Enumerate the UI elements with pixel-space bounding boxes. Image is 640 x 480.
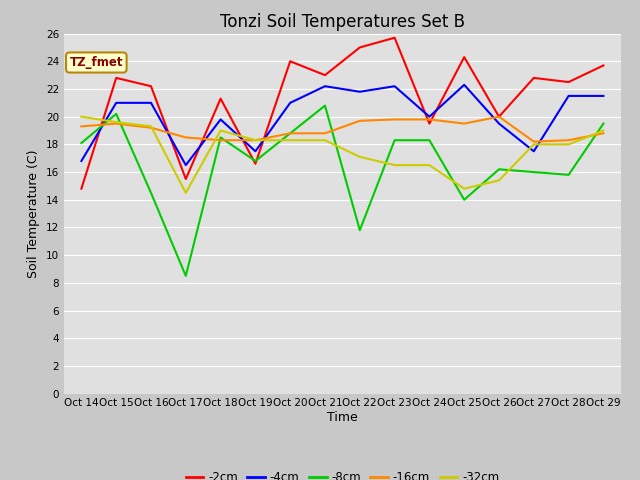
-16cm <box>391 117 399 122</box>
-2cm <box>113 75 120 81</box>
-2cm <box>564 79 572 85</box>
-2cm <box>356 45 364 50</box>
-32cm <box>113 120 120 125</box>
-4cm <box>460 82 468 88</box>
-2cm <box>217 96 225 102</box>
-16cm <box>356 118 364 124</box>
-4cm <box>147 100 155 106</box>
-4cm <box>495 120 503 126</box>
-16cm <box>495 114 503 120</box>
-16cm <box>321 131 329 136</box>
-32cm <box>495 178 503 183</box>
-4cm <box>286 100 294 106</box>
-2cm <box>600 62 607 68</box>
-16cm <box>530 139 538 144</box>
-8cm <box>564 172 572 178</box>
-2cm <box>530 75 538 81</box>
-2cm <box>252 161 259 167</box>
-8cm <box>495 167 503 172</box>
-8cm <box>600 120 607 126</box>
-8cm <box>460 197 468 203</box>
-2cm <box>495 114 503 120</box>
-8cm <box>321 103 329 108</box>
-4cm <box>391 84 399 89</box>
-8cm <box>113 111 120 117</box>
-32cm <box>600 128 607 133</box>
-8cm <box>217 134 225 140</box>
-32cm <box>391 162 399 168</box>
-4cm <box>356 89 364 95</box>
-2cm <box>391 35 399 41</box>
-32cm <box>77 114 85 120</box>
-4cm <box>600 93 607 99</box>
-16cm <box>77 123 85 129</box>
-4cm <box>217 117 225 122</box>
-16cm <box>217 137 225 143</box>
-16cm <box>252 137 259 143</box>
-32cm <box>356 154 364 160</box>
-32cm <box>182 190 189 196</box>
X-axis label: Time: Time <box>327 411 358 424</box>
-8cm <box>391 137 399 143</box>
-8cm <box>182 273 189 279</box>
-4cm <box>426 114 433 120</box>
-16cm <box>426 117 433 122</box>
-8cm <box>77 140 85 146</box>
Text: TZ_fmet: TZ_fmet <box>70 56 123 69</box>
-32cm <box>426 162 433 168</box>
-8cm <box>426 137 433 143</box>
-8cm <box>147 190 155 196</box>
-8cm <box>286 131 294 136</box>
-32cm <box>286 137 294 143</box>
-32cm <box>460 186 468 192</box>
-4cm <box>182 162 189 168</box>
-8cm <box>252 158 259 164</box>
-2cm <box>77 186 85 192</box>
-8cm <box>530 169 538 175</box>
-4cm <box>77 158 85 164</box>
-16cm <box>460 120 468 126</box>
Line: -16cm: -16cm <box>81 117 604 142</box>
Legend: -2cm, -4cm, -8cm, -16cm, -32cm: -2cm, -4cm, -8cm, -16cm, -32cm <box>181 466 504 480</box>
Line: -4cm: -4cm <box>81 85 604 165</box>
-32cm <box>564 142 572 147</box>
-16cm <box>600 131 607 136</box>
-4cm <box>530 148 538 154</box>
-32cm <box>217 128 225 133</box>
-16cm <box>182 134 189 140</box>
Title: Tonzi Soil Temperatures Set B: Tonzi Soil Temperatures Set B <box>220 12 465 31</box>
-32cm <box>530 142 538 147</box>
-32cm <box>321 137 329 143</box>
-4cm <box>564 93 572 99</box>
-2cm <box>182 176 189 182</box>
Y-axis label: Soil Temperature (C): Soil Temperature (C) <box>28 149 40 278</box>
-32cm <box>147 123 155 129</box>
-4cm <box>113 100 120 106</box>
-8cm <box>356 228 364 233</box>
Line: -2cm: -2cm <box>81 38 604 189</box>
-32cm <box>252 137 259 143</box>
-2cm <box>321 72 329 78</box>
-2cm <box>147 84 155 89</box>
-4cm <box>321 84 329 89</box>
-16cm <box>147 125 155 131</box>
-16cm <box>113 120 120 126</box>
-16cm <box>286 131 294 136</box>
-4cm <box>252 148 259 154</box>
-16cm <box>564 137 572 143</box>
Line: -32cm: -32cm <box>81 117 604 193</box>
-2cm <box>286 59 294 64</box>
-2cm <box>460 54 468 60</box>
Line: -8cm: -8cm <box>81 106 604 276</box>
-2cm <box>426 120 433 126</box>
